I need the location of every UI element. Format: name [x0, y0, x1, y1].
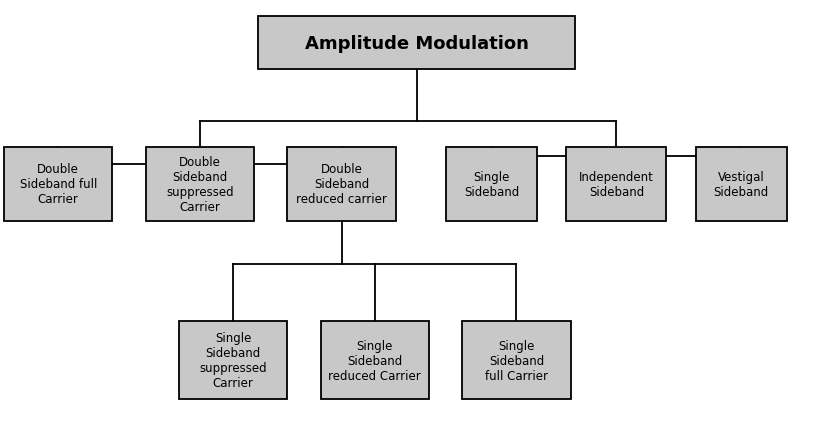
Text: Single
Sideband
reduced Carrier: Single Sideband reduced Carrier — [328, 339, 421, 381]
Text: Single
Sideband
full Carrier: Single Sideband full Carrier — [485, 339, 548, 381]
FancyBboxPatch shape — [566, 148, 666, 221]
FancyBboxPatch shape — [4, 148, 112, 221]
FancyBboxPatch shape — [446, 148, 537, 221]
Text: Independent
Sideband: Independent Sideband — [579, 171, 654, 198]
Text: Double
Sideband
suppressed
Carrier: Double Sideband suppressed Carrier — [166, 155, 234, 214]
FancyBboxPatch shape — [321, 321, 429, 399]
FancyBboxPatch shape — [287, 148, 396, 221]
FancyBboxPatch shape — [696, 148, 787, 221]
FancyBboxPatch shape — [258, 17, 575, 69]
FancyBboxPatch shape — [462, 321, 571, 399]
Text: Double
Sideband full
Carrier: Double Sideband full Carrier — [20, 163, 97, 206]
FancyBboxPatch shape — [179, 321, 287, 399]
Text: Vestigal
Sideband: Vestigal Sideband — [714, 171, 769, 198]
Text: Single
Sideband: Single Sideband — [464, 171, 519, 198]
Text: Single
Sideband
suppressed
Carrier: Single Sideband suppressed Carrier — [199, 331, 267, 389]
Text: Double
Sideband
reduced carrier: Double Sideband reduced carrier — [296, 163, 387, 206]
Text: Amplitude Modulation: Amplitude Modulation — [305, 34, 528, 53]
FancyBboxPatch shape — [146, 148, 254, 221]
